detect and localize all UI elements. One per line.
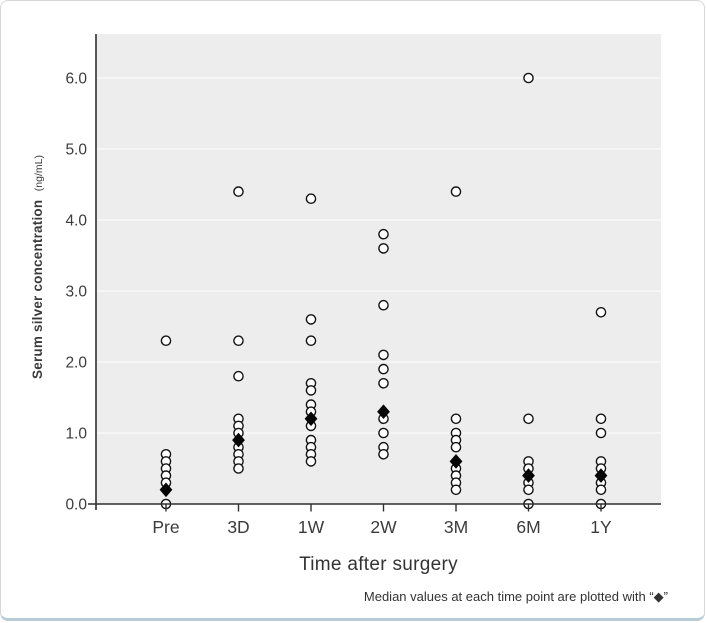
- plot-area: [96, 34, 661, 504]
- median-diamond: [304, 411, 318, 427]
- y-tick-label: 1.0: [65, 426, 87, 443]
- median-diamond: [159, 482, 173, 498]
- data-point-circle: [595, 413, 607, 425]
- data-point-circle: [233, 463, 244, 474]
- data-point-circle: [450, 484, 462, 496]
- x-tick-label: 3D: [227, 517, 249, 537]
- y-axis-title-text: Serum silver concentration: [30, 199, 45, 379]
- data-point-circle: [378, 363, 389, 375]
- x-axis-title: Time after surgery: [299, 554, 458, 575]
- data-point-circle: [378, 243, 389, 254]
- data-point-circle: [378, 299, 389, 311]
- data-point-circle: [305, 193, 317, 204]
- y-tick-label: 3.0: [65, 284, 87, 301]
- data-point-circle: [378, 427, 389, 439]
- x-tick-label: Pre: [152, 517, 179, 537]
- y-tick-label: 6.0: [65, 71, 87, 88]
- data-point-circle: [378, 448, 389, 460]
- median-diamond: [594, 468, 608, 483]
- data-point-circle: [523, 413, 534, 425]
- data-point-circle: [450, 186, 462, 197]
- x-tick-label: 3M: [444, 517, 468, 537]
- data-point-circle: [523, 484, 534, 496]
- data-point-circle: [305, 385, 317, 396]
- data-point-circle: [378, 349, 389, 361]
- data-point-circle: [595, 484, 607, 496]
- y-tick-label: 2.0: [65, 355, 87, 372]
- data-point-circle: [450, 441, 462, 453]
- data-point-circle: [595, 306, 607, 318]
- data-point-circle: [523, 72, 534, 84]
- y-axis-unit-text: (ng/mL): [33, 155, 45, 192]
- x-tick-label: 2W: [370, 517, 397, 537]
- x-tick-label: 1Y: [590, 517, 612, 537]
- data-point-circle: [450, 413, 462, 425]
- data-point-circle: [378, 228, 389, 240]
- data-point-circle: [378, 377, 389, 389]
- y-tick-label: 4.0: [65, 213, 87, 230]
- data-point-circle: [305, 456, 317, 467]
- median-diamond: [522, 468, 535, 483]
- data-point-circle: [160, 335, 172, 347]
- data-point-circle: [233, 370, 244, 382]
- median-diamond: [377, 404, 390, 419]
- y-tick-label: 0.0: [65, 497, 87, 514]
- median-diamond: [449, 454, 463, 469]
- data-point-circle: [305, 314, 317, 325]
- figure-caption: Median values at each time point are plo…: [363, 589, 668, 604]
- median-diamond: [232, 432, 245, 448]
- data-point-circle: [595, 427, 607, 439]
- x-tick-label: 1W: [298, 517, 325, 537]
- data-point-circle: [233, 335, 244, 347]
- x-tick-label: 6M: [516, 517, 540, 537]
- data-point-circle: [305, 335, 317, 347]
- data-point-circle: [233, 186, 244, 197]
- y-tick-label: 5.0: [65, 142, 87, 159]
